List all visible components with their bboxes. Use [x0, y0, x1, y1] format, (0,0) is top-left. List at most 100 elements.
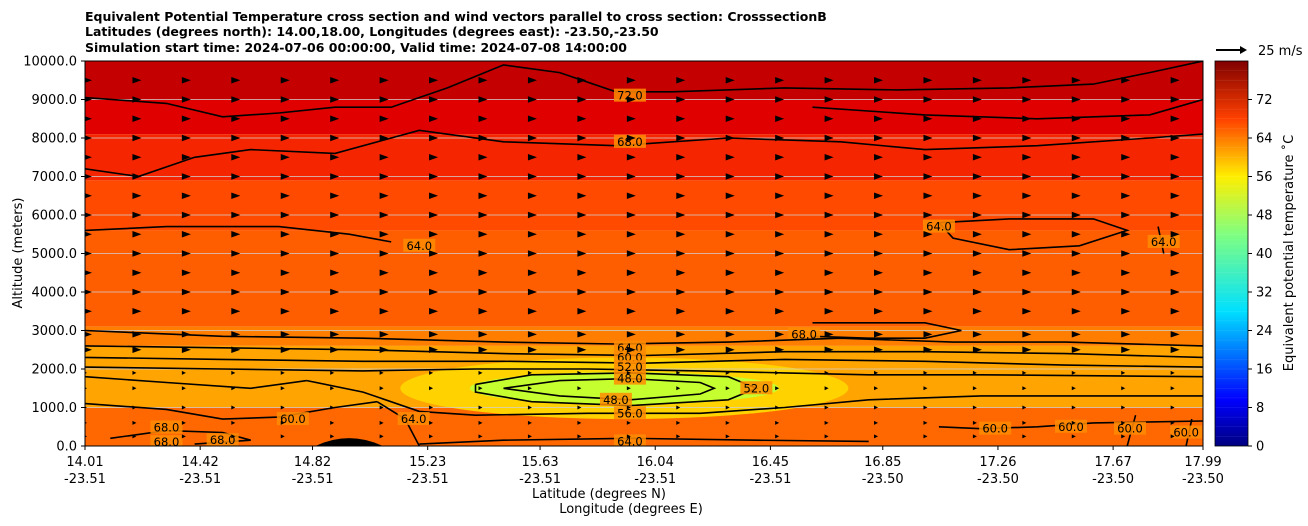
- wind-vector-236: [379, 250, 389, 257]
- wind-vector-219: [676, 269, 686, 276]
- wind-vector-67: [1121, 405, 1126, 410]
- wind-vector-394: [231, 115, 241, 122]
- wind-vector-230: [85, 251, 92, 256]
- y-tick-label-8: 8000.0: [32, 132, 78, 147]
- wind-vector-121: [379, 346, 389, 353]
- wind-vector-139: [132, 331, 142, 338]
- wind-vector-309: [577, 192, 587, 199]
- wind-vector-367: [1170, 154, 1180, 161]
- wind-vector-134: [1022, 346, 1032, 353]
- colorbar-label: Equivalent potential temperature ˚C: [1281, 135, 1297, 371]
- wind-vector-153: [824, 331, 834, 338]
- wind-vector-405: [775, 115, 785, 122]
- wind-vector-377: [527, 134, 537, 142]
- wind-vector-403: [676, 115, 686, 122]
- x-tick-lat-label-7: 16.85: [864, 455, 901, 470]
- wind-vector-150: [676, 331, 686, 338]
- wind-vector-36: [725, 420, 730, 425]
- wind-vector-207: [85, 270, 92, 276]
- wind-vector-216: [527, 269, 537, 276]
- contour-label-bg-18: [979, 421, 1012, 435]
- wind-vector-427: [725, 96, 735, 103]
- wind-vector-442: [330, 77, 340, 84]
- contour-line-7: [85, 329, 1203, 347]
- wind-vector-254: [132, 231, 142, 238]
- wind-vector-424: [577, 96, 587, 103]
- wind-vector-203: [1022, 288, 1032, 296]
- wind-vector-214: [429, 269, 439, 276]
- wind-vector-176: [824, 308, 834, 315]
- contour-line-3: [85, 225, 392, 243]
- wind-vector-1: [132, 434, 137, 439]
- wind-vector-144: [379, 331, 389, 338]
- wind-vector-158: [1071, 331, 1081, 338]
- wind-vectors: [85, 77, 1180, 439]
- wind-vector-199: [824, 288, 834, 296]
- wind-vector-56: [577, 405, 582, 410]
- wind-vector-389: [1121, 134, 1131, 142]
- x-axis-ticks: 14.01 -23.51 14.42 -23.51 14.82 -23.51 15.23 -2…: [64, 446, 1224, 487]
- wind-vector-417: [231, 96, 241, 103]
- colorbar-tick-label-6: 48: [1256, 209, 1273, 224]
- contour-line-1: [812, 98, 1203, 120]
- wind-vector-120: [330, 346, 340, 353]
- wind-vector-155: [923, 331, 933, 338]
- x-tick-lat-label-3: 15.23: [409, 455, 446, 470]
- wind-vector-85: [874, 386, 879, 391]
- wind-vector-169: [478, 308, 488, 315]
- wind-vector-390: [1170, 134, 1180, 142]
- wind-vector-32: [527, 420, 532, 425]
- wind-vector-52: [379, 405, 384, 410]
- wind-vector-235: [330, 250, 340, 257]
- contour-label-20: 60.0: [1117, 422, 1143, 436]
- wind-vector-292: [874, 211, 884, 219]
- wind-vector-378: [577, 134, 587, 142]
- contour-label-bg-16: [276, 412, 309, 426]
- wind-vector-356: [626, 154, 636, 161]
- contour-label-bg-19: [1054, 419, 1087, 433]
- wind-vector-357: [676, 154, 686, 161]
- wind-vector-48: [181, 405, 186, 410]
- wind-vector-137: [1170, 346, 1180, 353]
- wind-vector-343: [1121, 173, 1131, 180]
- wind-vector-108: [874, 370, 879, 375]
- wind-vector-45: [1170, 420, 1175, 425]
- wind-vector-402: [626, 115, 636, 122]
- wind-vector-197: [725, 288, 735, 296]
- wind-vector-399: [478, 115, 488, 122]
- wind-vector-358: [725, 154, 735, 161]
- wind-vector-351: [379, 154, 389, 161]
- wind-vector-2: [181, 434, 186, 439]
- x-tick-lat-label-6: 16.45: [752, 455, 789, 470]
- wind-vector-344: [1170, 173, 1180, 180]
- contour-label-bg-0: [613, 88, 646, 102]
- wind-vector-384: [874, 134, 884, 142]
- field-band-4: [85, 230, 1203, 327]
- wind-vector-131: [874, 346, 884, 353]
- wind-vector-154: [874, 331, 884, 338]
- wind-vector-70: [132, 386, 137, 391]
- wind-vector-331: [527, 173, 537, 180]
- wind-vector-322: [85, 174, 92, 179]
- wind-vector-117: [181, 346, 191, 353]
- wind-vector-149: [626, 331, 636, 338]
- wind-vector-290: [775, 211, 785, 219]
- wind-vector-24: [132, 420, 137, 425]
- wind-vector-103: [626, 370, 631, 375]
- wind-vector-146: [478, 331, 488, 338]
- wind-vector-148: [577, 331, 587, 338]
- wind-vector-217: [577, 269, 587, 276]
- x-tick-lat-label-0: 14.01: [66, 455, 103, 470]
- wind-vector-459: [1170, 77, 1180, 84]
- wind-vector-57: [626, 405, 631, 410]
- wind-vector-27: [280, 420, 285, 425]
- wind-vector-225: [972, 269, 982, 276]
- wind-vector-164: [231, 308, 241, 315]
- colorbar-tick-label-2: 16: [1256, 363, 1273, 378]
- wind-vector-211: [280, 269, 290, 276]
- wind-vector-239: [527, 250, 537, 257]
- wind-vector-167: [379, 308, 389, 315]
- wind-vector-312: [725, 192, 735, 199]
- wind-vector-107: [824, 370, 829, 375]
- wind-vector-35: [676, 420, 681, 425]
